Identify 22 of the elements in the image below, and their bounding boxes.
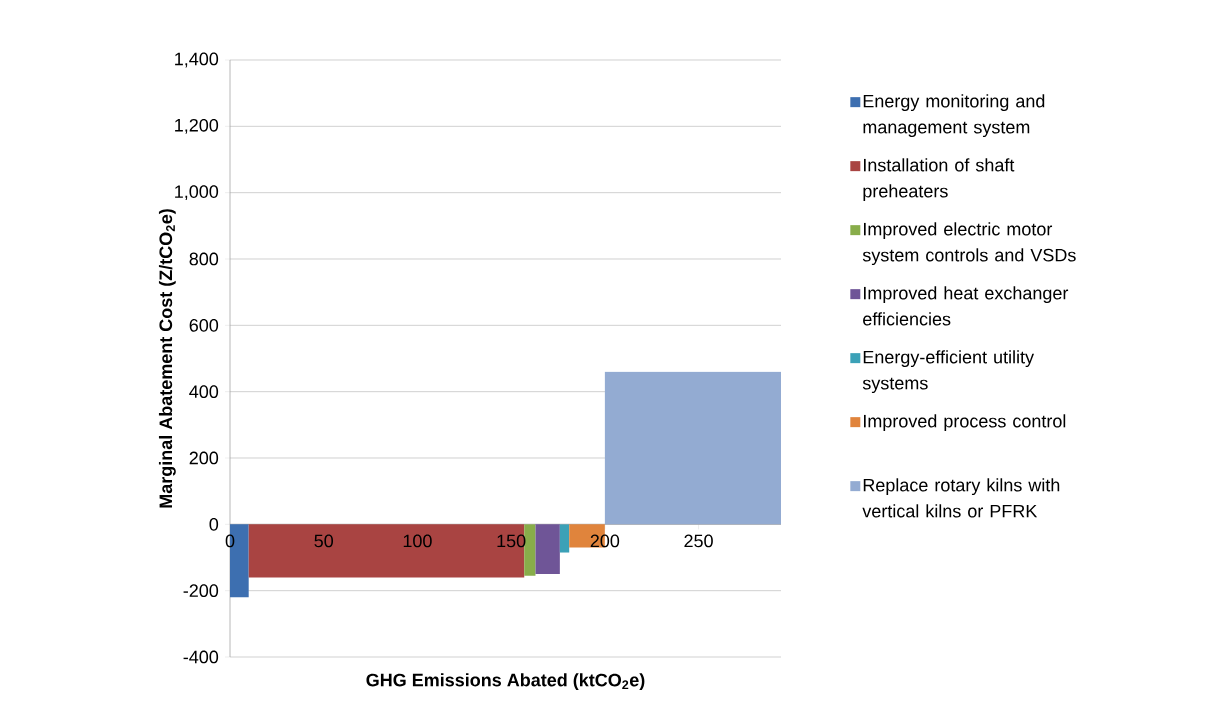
y-axis-title: Marginal Abatement Cost (Z/tCO$_{2}$e) (158, 209, 176, 508)
y-tick-label: 800 (189, 252, 219, 266)
legend-label: Improved process control (863, 414, 1066, 432)
y-tick-label: 600 (189, 318, 219, 332)
y-tick-label: 1,400 (175, 52, 219, 68)
legend-label: Improved heat exchanger efficiencies (863, 286, 1069, 326)
y-tick-label: 400 (189, 385, 219, 399)
x-axis-title: GHG Emissions Abated (ktCO$_{2}$e) (366, 673, 645, 690)
legend-label: Improved electric motor system controls and VSDs (862, 222, 1076, 266)
legend-label: Installation of shaft preheaters (863, 158, 1015, 202)
legend-label: Energy-efficient utility systems (862, 350, 1035, 394)
x-tick-label: 100 (403, 534, 432, 548)
y-tick-label: 0 (209, 517, 219, 531)
y-tick-label: 1,000 (175, 185, 219, 201)
y-tick-label: -200 (183, 584, 219, 598)
x-tick-label: 50 (314, 534, 334, 548)
y-tick-label: 200 (189, 451, 219, 465)
y-tick-label: -400 (183, 650, 219, 664)
legend-label: Energy monitoring and management system (863, 94, 1045, 138)
x-tick-label: 250 (684, 534, 713, 548)
y-tick-label: 1,200 (175, 118, 219, 134)
legend-label: Replace rotary kilns with vertical kilns or PFRK (862, 478, 1060, 518)
